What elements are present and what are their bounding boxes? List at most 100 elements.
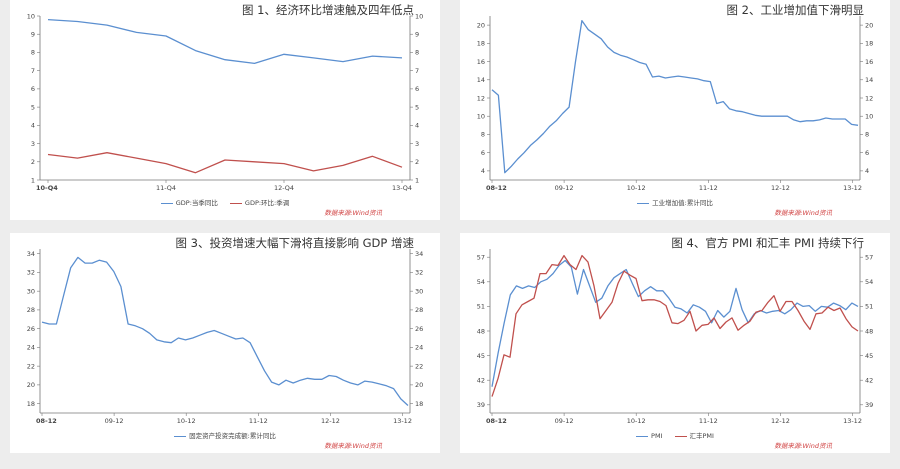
chart-title-2: 图 2、工业增加值下滑明显 bbox=[726, 3, 864, 17]
y-tick-label-left: 6 bbox=[31, 85, 35, 93]
y-tick-label-left: 16 bbox=[477, 58, 485, 66]
y-tick-label-left: 20 bbox=[27, 381, 35, 389]
chart-title-3: 图 3、投资增速大幅下滑将直接影响 GDP 增速 bbox=[175, 236, 414, 250]
chart-source-2: 数据来源:Wind资讯 bbox=[774, 209, 832, 217]
legend-label: GDP:当季同比 bbox=[175, 199, 218, 207]
y-tick-label-right: 26 bbox=[415, 325, 423, 333]
y-tick-label-left: 9 bbox=[31, 31, 35, 39]
x-tick-label: 08-12 bbox=[36, 417, 57, 425]
x-tick-label: 13-12 bbox=[393, 417, 412, 425]
x-tick-label: 09-12 bbox=[105, 417, 124, 425]
legend-item-2: 汇丰PMI bbox=[674, 430, 714, 440]
y-tick-label-left: 45 bbox=[477, 352, 485, 360]
y-tick-label-left: 42 bbox=[477, 377, 485, 385]
x-tick-label: 09-12 bbox=[555, 184, 574, 192]
x-tick-label: 11-12 bbox=[699, 184, 718, 192]
y-tick-label-right: 57 bbox=[865, 254, 873, 262]
y-tick-label-left: 6 bbox=[481, 149, 485, 157]
y-tick-label-right: 20 bbox=[415, 381, 423, 389]
chart-legend-1: GDP:当季同比 GDP:环比:季调 bbox=[10, 197, 440, 207]
y-tick-label-right: 12 bbox=[865, 94, 873, 102]
y-tick-label-right: 54 bbox=[865, 278, 873, 286]
y-tick-label-left: 18 bbox=[477, 40, 485, 48]
series-line-1 bbox=[47, 18, 403, 65]
y-tick-label-left: 8 bbox=[31, 49, 35, 57]
x-tick-label: 10-Q4 bbox=[36, 184, 58, 192]
chart-svg-1: 1 1 2 2 3 3 4 4 5 5 6 6 7 7 8 8 9 9 10 10 10-Q4 11-Q4 12-Q4 13-… bbox=[27, 12, 424, 192]
x-tick-label: 12-12 bbox=[771, 417, 790, 425]
chart-panel-2: 图 2、工业增加值下滑明显 4 4 6 6 8 8 10 10 12 12 14 14 16 16 18 18… bbox=[460, 0, 890, 220]
series-line-1 bbox=[491, 259, 859, 387]
legend-item-1: 工业增加值:累计同比 bbox=[637, 197, 713, 207]
x-tick-label: 13-12 bbox=[843, 184, 862, 192]
chart-svg-2: 4 4 6 6 8 8 10 10 12 12 14 14 16 16 18 18 20 20 08-12 09-12… bbox=[477, 16, 873, 192]
y-tick-label-left: 34 bbox=[27, 250, 35, 258]
y-tick-label-left: 14 bbox=[477, 76, 485, 84]
y-tick-label-right: 34 bbox=[415, 250, 423, 258]
legend-item-1: GDP:当季同比 bbox=[160, 197, 218, 207]
y-tick-label-left: 4 bbox=[481, 167, 485, 175]
y-tick-label-left: 24 bbox=[27, 344, 35, 352]
legend-label: GDP:环比:季调 bbox=[244, 199, 290, 207]
chart-legend-3: 固定资产投资完成额:累计同比 bbox=[10, 430, 440, 440]
series-line-2 bbox=[491, 254, 859, 397]
y-tick-label-right: 32 bbox=[415, 269, 423, 277]
y-tick-label-right: 42 bbox=[865, 377, 873, 385]
x-tick-label: 11-12 bbox=[249, 417, 268, 425]
y-tick-label-left: 1 bbox=[31, 176, 35, 184]
x-tick-label: 10-12 bbox=[627, 184, 646, 192]
y-tick-label-right: 4 bbox=[865, 167, 869, 175]
y-tick-label-right: 6 bbox=[415, 85, 419, 93]
y-tick-label-left: 18 bbox=[27, 400, 35, 408]
x-tick-label: 12-12 bbox=[771, 184, 790, 192]
y-tick-label-right: 10 bbox=[865, 113, 873, 121]
legend-swatch bbox=[636, 435, 649, 437]
y-tick-label-right: 30 bbox=[415, 287, 423, 295]
chart-panel-1: 图 1、经济环比增速触及四年低点 1 1 2 2 3 3 4 4 5 5 6 6 7 7 8 8 9 9 10 10 1… bbox=[10, 0, 440, 220]
y-tick-label-right: 6 bbox=[865, 149, 869, 157]
legend-swatch bbox=[229, 202, 242, 204]
legend-item-2: GDP:环比:季调 bbox=[229, 197, 290, 207]
x-tick-label: 08-12 bbox=[486, 417, 507, 425]
chart-svg-4: 39 39 42 42 45 45 48 48 51 51 54 54 57 57 08-12 09-12 10… bbox=[477, 249, 873, 425]
y-tick-label-right: 5 bbox=[415, 103, 419, 111]
chart-panel-3: 图 3、投资增速大幅下滑将直接影响 GDP 增速 18 18 20 20 22 22 24 2… bbox=[10, 233, 440, 453]
chart-source-1: 数据来源:Wind资讯 bbox=[324, 209, 382, 217]
legend-swatch bbox=[174, 435, 187, 437]
chart-panel-4: 图 4、官方 PMI 和汇丰 PMI 持续下行 39 39 42 42 45 45 48 48… bbox=[460, 233, 890, 453]
legend-swatch bbox=[637, 202, 650, 204]
y-tick-label-right: 20 bbox=[865, 21, 873, 29]
y-tick-label-right: 8 bbox=[415, 49, 419, 57]
y-tick-label-left: 48 bbox=[477, 327, 485, 335]
y-tick-label-left: 3 bbox=[31, 140, 35, 148]
y-tick-label-right: 9 bbox=[415, 31, 419, 39]
y-tick-label-right: 48 bbox=[865, 327, 873, 335]
chart-legend-2: 工业增加值:累计同比 bbox=[460, 197, 890, 207]
chart-legend-4: PMI 汇丰PMI bbox=[460, 430, 890, 440]
series-line-2 bbox=[47, 152, 403, 174]
y-tick-label-left: 30 bbox=[27, 287, 35, 295]
y-tick-label-left: 2 bbox=[31, 158, 35, 166]
y-tick-label-right: 1 bbox=[415, 176, 419, 184]
series-line-1 bbox=[491, 19, 859, 174]
y-tick-label-left: 22 bbox=[27, 362, 35, 370]
y-tick-label-left: 28 bbox=[27, 306, 35, 314]
legend-label: PMI bbox=[651, 432, 663, 440]
x-tick-label: 11-12 bbox=[699, 417, 718, 425]
y-tick-label-left: 7 bbox=[31, 67, 35, 75]
x-tick-label: 11-Q4 bbox=[156, 184, 176, 192]
y-tick-label-right: 3 bbox=[415, 140, 419, 148]
y-tick-label-left: 54 bbox=[477, 278, 485, 286]
y-tick-label-left: 26 bbox=[27, 325, 35, 333]
x-tick-label: 08-12 bbox=[486, 184, 507, 192]
chart-svg-3: 18 18 20 20 22 22 24 24 26 26 28 28 30 30 32 32 34 34 08-1… bbox=[27, 249, 423, 425]
y-tick-label-left: 4 bbox=[31, 122, 35, 130]
y-tick-label-right: 4 bbox=[415, 122, 419, 130]
x-tick-label: 09-12 bbox=[555, 417, 574, 425]
y-tick-label-left: 20 bbox=[477, 21, 485, 29]
legend-item-1: PMI bbox=[636, 432, 663, 440]
y-tick-label-left: 51 bbox=[477, 303, 485, 311]
legend-item-1: 固定资产投资完成额:累计同比 bbox=[174, 430, 276, 440]
y-tick-label-right: 10 bbox=[415, 12, 423, 20]
legend-swatch bbox=[160, 202, 173, 204]
